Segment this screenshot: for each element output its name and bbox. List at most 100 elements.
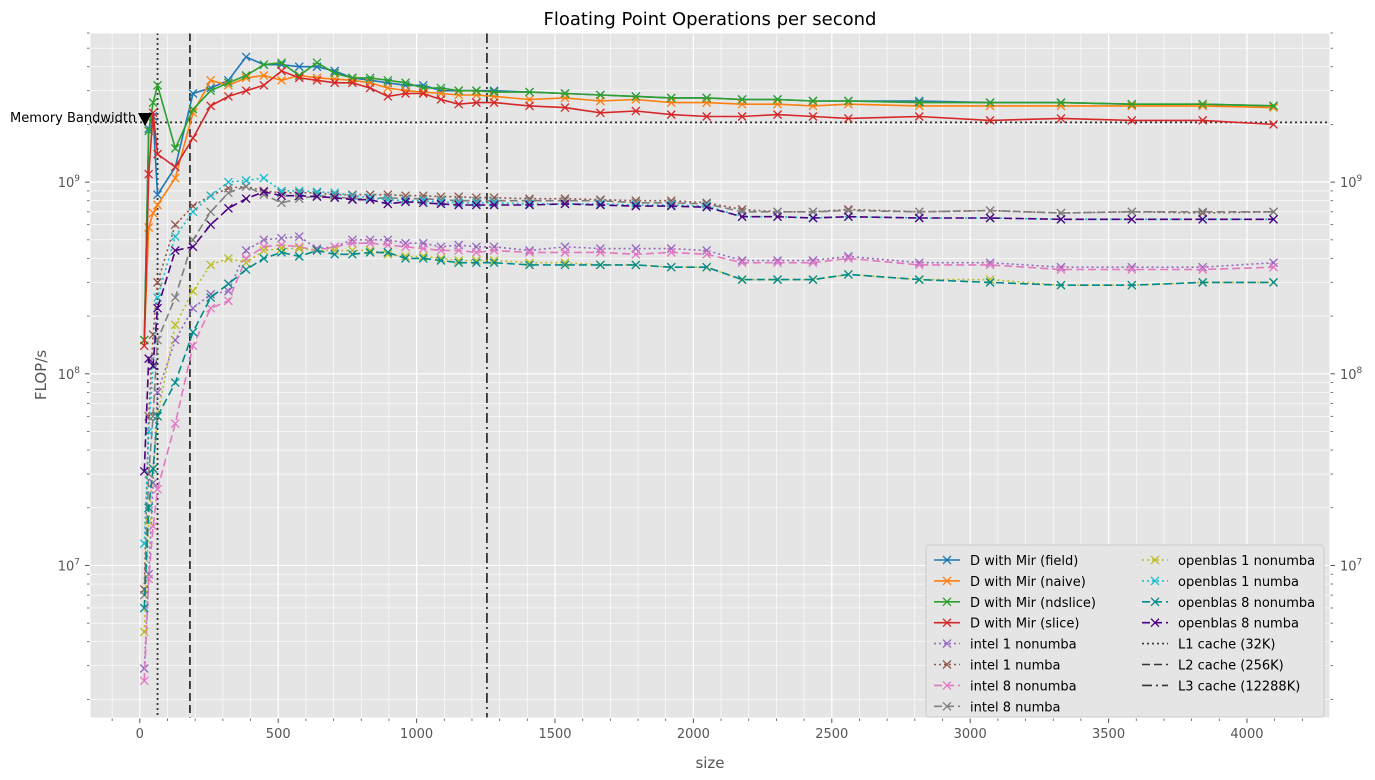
x-tick-label: 2000 xyxy=(677,727,710,742)
data-point xyxy=(631,91,641,101)
legend-label: D with Mir (field) xyxy=(970,554,1078,569)
data-point xyxy=(170,320,180,330)
data-point xyxy=(666,262,676,272)
data-point xyxy=(1056,208,1066,218)
data-point xyxy=(773,110,782,120)
data-point xyxy=(170,246,180,255)
data-point xyxy=(418,244,428,254)
x-tick-label: 1000 xyxy=(400,727,433,742)
series xyxy=(139,246,1278,613)
cache-lines xyxy=(90,33,1330,718)
data-point xyxy=(631,249,641,259)
data-point xyxy=(525,200,534,210)
data-point xyxy=(525,199,534,209)
data-point xyxy=(259,80,269,90)
data-point xyxy=(259,187,269,197)
legend-entry: intel 8 nonumba xyxy=(934,679,1077,694)
data-point xyxy=(401,197,410,207)
data-point xyxy=(631,106,641,116)
legend: D with Mir (field) D with Mir (naive) D wi… xyxy=(925,544,1325,718)
data-point xyxy=(631,201,641,211)
data-point xyxy=(489,242,499,252)
series-line xyxy=(143,242,1274,681)
data-point xyxy=(144,503,154,513)
data-point xyxy=(1056,265,1066,274)
data-point xyxy=(241,258,251,268)
x-tick-label: 4000 xyxy=(1230,727,1263,742)
legend-entry: D with Mir (ndslice) xyxy=(934,596,1096,611)
data-point xyxy=(148,464,158,474)
data-point xyxy=(383,195,393,205)
data-point xyxy=(241,176,251,185)
legend-entry: openblas 1 numba xyxy=(1142,575,1299,590)
data-point xyxy=(365,73,375,83)
legend-entry: intel 1 nonumba xyxy=(934,638,1077,653)
data-point xyxy=(401,78,410,88)
legend-entry: openblas 8 nonumba xyxy=(1142,596,1315,611)
legend-label: intel 8 numba xyxy=(970,700,1060,715)
data-point xyxy=(454,86,464,96)
data-point xyxy=(595,260,605,270)
legend-marker xyxy=(942,660,952,669)
data-point xyxy=(985,206,995,216)
data-point xyxy=(312,58,322,68)
data-point xyxy=(436,83,446,93)
x-tick-label: 2500 xyxy=(815,727,848,742)
data-point xyxy=(383,240,393,250)
data-point xyxy=(666,200,676,210)
data-point xyxy=(153,200,162,210)
data-point xyxy=(347,246,357,255)
data-point xyxy=(277,60,286,70)
data-point xyxy=(347,194,357,204)
data-point xyxy=(471,258,481,268)
legend-label: openblas 1 numba xyxy=(1178,575,1299,590)
data-point xyxy=(666,247,676,257)
data-point xyxy=(454,90,464,100)
data-point xyxy=(153,80,162,90)
data-point xyxy=(773,212,782,222)
legend-entry: intel 8 numba xyxy=(934,700,1060,715)
chart-title: Floating Point Operations per second xyxy=(544,9,877,30)
data-point xyxy=(666,244,676,254)
data-point xyxy=(241,194,251,204)
data-point xyxy=(347,78,357,88)
legend-marker xyxy=(942,597,952,607)
data-point xyxy=(259,60,269,70)
data-point xyxy=(223,91,233,101)
data-point xyxy=(843,113,853,123)
data-point xyxy=(702,262,712,272)
data-point xyxy=(666,110,676,120)
data-point xyxy=(471,86,481,96)
data-point xyxy=(259,246,269,255)
data-point xyxy=(560,199,570,209)
data-point xyxy=(471,98,481,108)
series-layer xyxy=(139,52,1278,686)
legend-label: D with Mir (slice) xyxy=(970,617,1079,632)
series xyxy=(139,238,1278,686)
data-point xyxy=(436,253,446,263)
data-point xyxy=(595,244,605,254)
legend-label: D with Mir (naive) xyxy=(970,575,1086,590)
data-point xyxy=(365,195,375,205)
data-point xyxy=(489,200,499,210)
legend-box xyxy=(925,544,1325,718)
data-point xyxy=(666,201,676,211)
data-point xyxy=(985,213,995,223)
data-point xyxy=(525,247,534,257)
legend-entry: openblas 1 nonumba xyxy=(1142,554,1315,569)
data-point xyxy=(666,93,676,103)
data-point xyxy=(383,199,393,209)
data-point xyxy=(702,112,712,121)
data-point xyxy=(1127,280,1137,290)
legend-marker xyxy=(1150,597,1160,607)
data-point xyxy=(223,296,233,306)
data-point xyxy=(702,201,712,211)
data-point xyxy=(223,78,233,88)
data-point xyxy=(188,235,198,245)
data-point xyxy=(206,289,216,299)
data-point xyxy=(206,207,216,217)
x-tick-label: 3500 xyxy=(1092,727,1125,742)
series xyxy=(139,58,1278,345)
data-point xyxy=(454,246,464,255)
